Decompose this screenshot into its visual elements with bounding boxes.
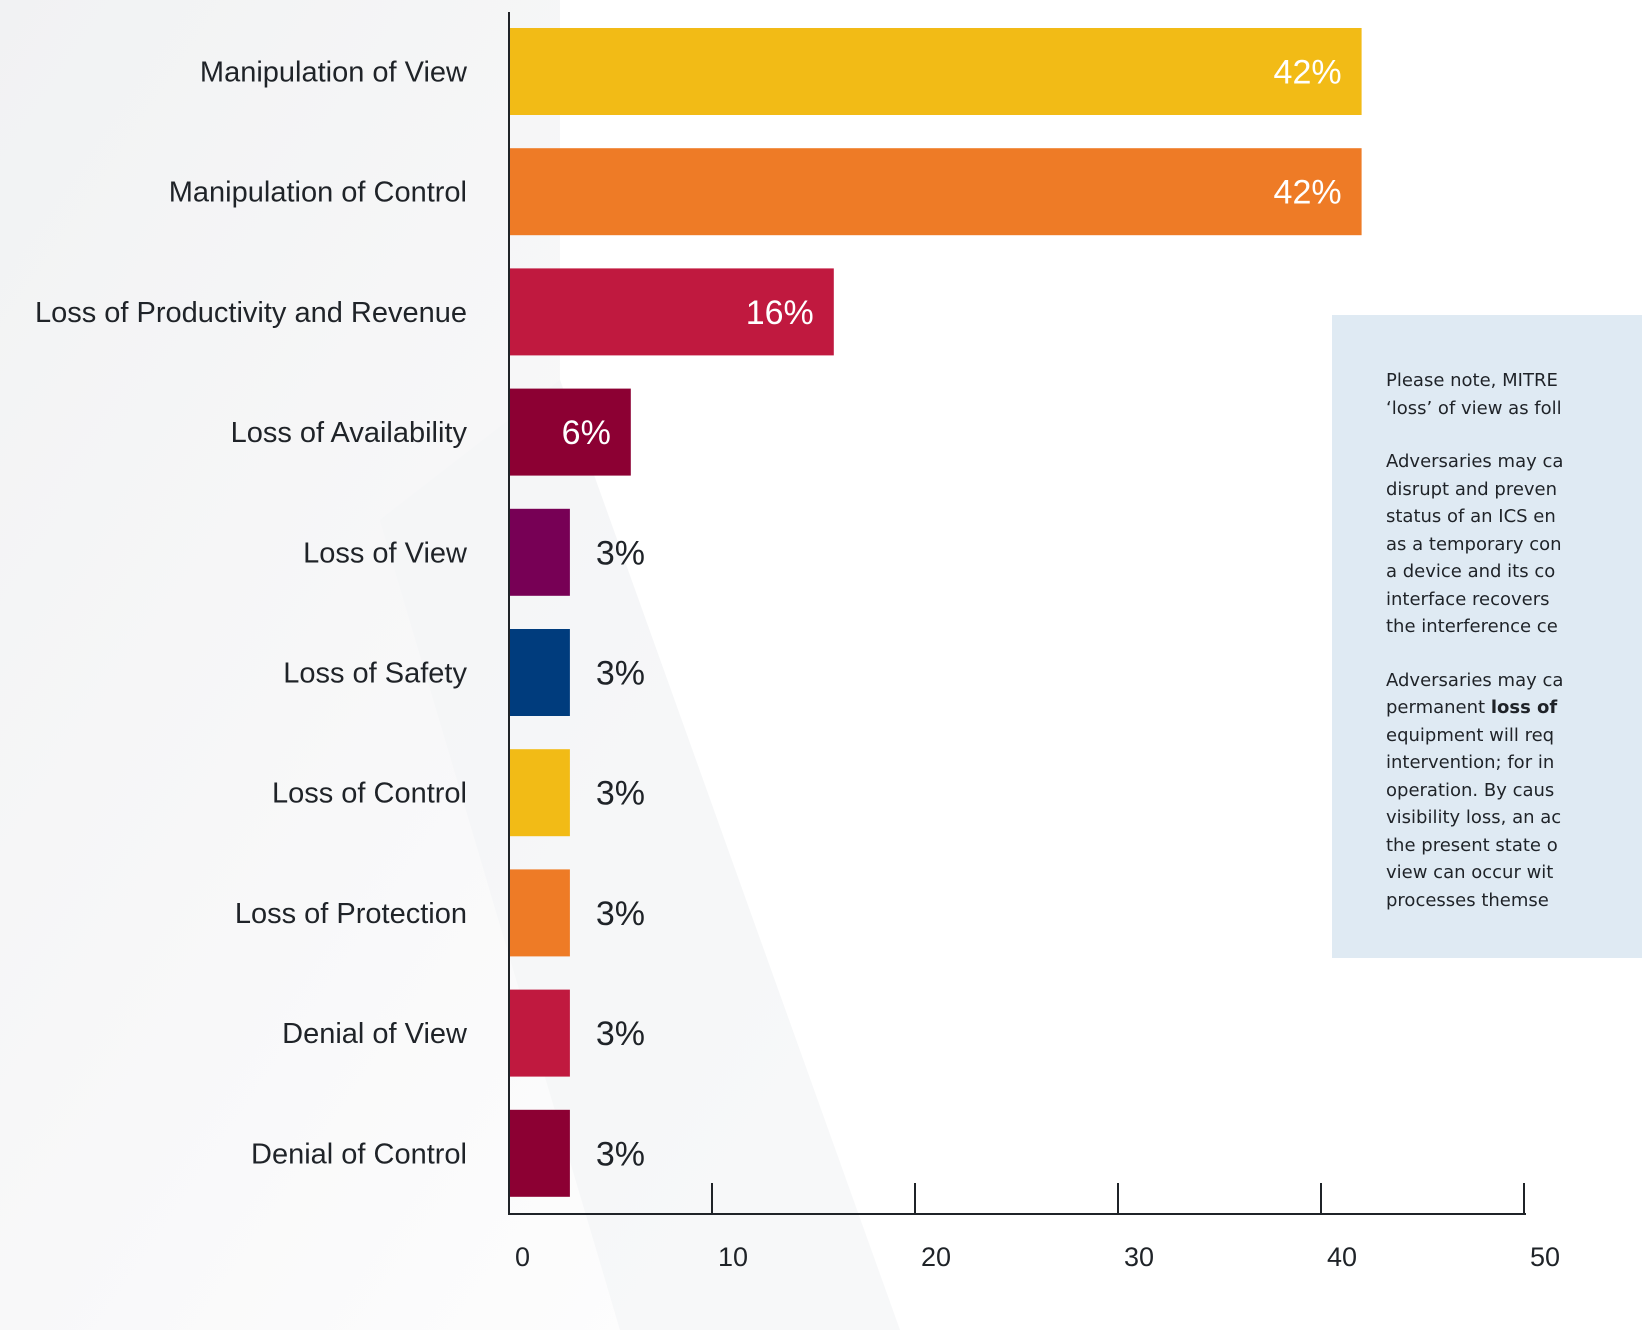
data-label: 3% — [596, 655, 645, 693]
category-label: Loss of Availability — [231, 417, 468, 449]
note-text: a device and its co — [1386, 561, 1556, 582]
axis-layer: 0 10 20 30 40 50 — [508, 12, 1560, 1272]
bar — [509, 268, 834, 356]
x-tick-label: 50 — [1530, 1242, 1560, 1272]
note-line: status of an ICS en — [1386, 503, 1642, 531]
note-line: view can occur wit — [1386, 859, 1642, 887]
bar — [509, 508, 570, 596]
x-tick-label: 30 — [1124, 1242, 1154, 1272]
category-label: Loss of Productivity and Revenue — [35, 297, 467, 329]
data-label: 42% — [1274, 174, 1342, 212]
note-line: ‘loss’ of view as foll — [1386, 395, 1642, 423]
note-line: intervention; for in — [1386, 749, 1642, 777]
category-label: Loss of Control — [272, 778, 467, 810]
note-line: disrupt and preven — [1386, 476, 1642, 504]
note-line: the present state o — [1386, 832, 1642, 860]
note-text: as a temporary con — [1386, 533, 1562, 555]
data-label: 3% — [596, 1135, 645, 1173]
note-text: visibility loss, an ac — [1386, 807, 1562, 828]
note-paragraph: Adversaries may ca permanent loss of equip… — [1386, 667, 1642, 915]
x-tick-label: 10 — [718, 1242, 748, 1272]
x-tick-label: 20 — [921, 1242, 951, 1272]
note-text: Adversaries may ca — [1386, 669, 1564, 691]
note-bold-text: loss of — [1490, 697, 1558, 718]
note-line: permanent loss of — [1386, 694, 1642, 722]
category-label: Loss of Safety — [283, 658, 467, 690]
note-text: Adversaries may ca — [1386, 451, 1564, 472]
bar — [509, 989, 570, 1077]
data-label: 6% — [562, 414, 611, 452]
data-label: 3% — [596, 775, 645, 813]
note-text: ‘loss’ of view as foll — [1386, 397, 1562, 419]
bars-layer: Manipulation of View 42% Manipulation of C… — [35, 28, 1362, 1197]
note-line: Please note, MITRE — [1386, 367, 1642, 395]
data-label: 16% — [746, 294, 814, 332]
note-text: disrupt and preven — [1386, 478, 1558, 500]
note-paragraph: Adversaries may ca disrupt and preven stat… — [1386, 448, 1642, 641]
note-line: as a temporary con — [1386, 531, 1642, 559]
note-box: Please note, MITRE ‘loss’ of view as foll… — [1332, 315, 1642, 958]
note-text: equipment will req — [1386, 724, 1555, 746]
note-paragraph: Please note, MITRE ‘loss’ of view as foll — [1386, 367, 1642, 422]
note-line: a device and its co — [1386, 558, 1642, 586]
x-tick-label: 40 — [1327, 1242, 1357, 1272]
note-text: view can occur wit — [1386, 862, 1554, 883]
data-label: 3% — [596, 534, 645, 572]
bar — [509, 749, 570, 837]
note-line: Adversaries may ca — [1386, 667, 1642, 695]
note-text: the interference ce — [1386, 616, 1558, 637]
note-text: permanent — [1386, 697, 1491, 718]
data-label: 3% — [596, 1015, 645, 1053]
bar — [509, 1109, 570, 1197]
note-text: operation. By caus — [1386, 779, 1555, 801]
note-line: visibility loss, an ac — [1386, 804, 1642, 832]
bar — [509, 629, 570, 716]
note-line: operation. By caus — [1386, 777, 1642, 805]
note-line: Adversaries may ca — [1386, 448, 1642, 476]
note-text: the present state o — [1386, 834, 1558, 856]
bar — [509, 388, 631, 476]
note-text: status of an ICS en — [1386, 506, 1556, 527]
category-label: Manipulation of Control — [169, 177, 467, 209]
bar — [509, 148, 1362, 236]
note-text: processes themse — [1386, 889, 1549, 911]
note-text: intervention; for in — [1386, 752, 1555, 773]
note-line: equipment will req — [1386, 722, 1642, 750]
category-label: Loss of View — [303, 537, 468, 569]
data-label: 3% — [596, 895, 645, 933]
note-line: processes themse — [1386, 887, 1642, 915]
x-tick-label: 0 — [515, 1242, 530, 1272]
category-label: Manipulation of View — [200, 57, 468, 89]
category-label: Denial of Control — [251, 1138, 467, 1170]
note-line: interface recovers — [1386, 586, 1642, 614]
bar — [509, 28, 1362, 115]
note-line: the interference ce — [1386, 613, 1642, 641]
note-text: Please note, MITRE — [1386, 370, 1558, 391]
note-text: interface recovers — [1386, 588, 1550, 610]
category-label: Loss of Protection — [235, 898, 467, 930]
data-label: 42% — [1274, 54, 1342, 92]
bar — [509, 869, 570, 957]
category-label: Denial of View — [282, 1018, 468, 1050]
